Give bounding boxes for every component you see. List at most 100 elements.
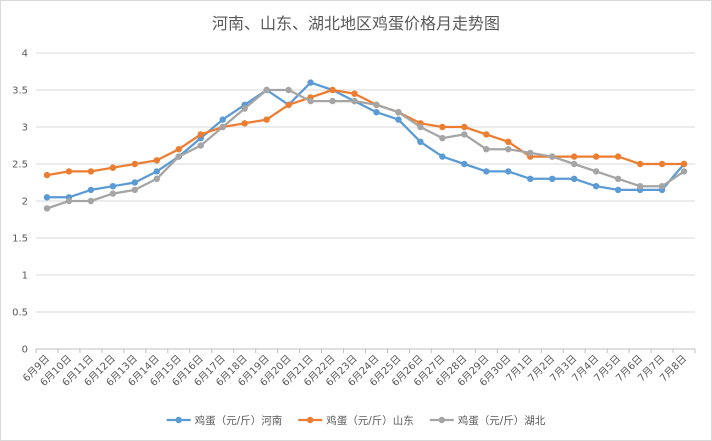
series-2 <box>43 86 688 179</box>
data-point <box>417 138 424 145</box>
data-point <box>43 205 51 212</box>
data-point <box>549 153 556 160</box>
data-point <box>527 149 534 157</box>
data-point <box>505 146 512 153</box>
data-point <box>592 168 600 175</box>
legend-item: 鸡蛋（元/斤）山东 <box>298 414 414 427</box>
data-point <box>549 175 556 182</box>
legend: 鸡蛋（元/斤）河南 鸡蛋（元/斤）山东 鸡蛋（元/斤）湖北 <box>166 414 546 427</box>
data-point <box>483 146 490 153</box>
data-point <box>505 138 512 145</box>
data-point <box>570 153 578 160</box>
data-point <box>219 116 226 123</box>
y-tick-label: 1 <box>22 271 28 282</box>
series-line <box>45 88 686 177</box>
y-tick-label: 0 <box>22 345 28 356</box>
data-point <box>109 164 117 171</box>
y-tick-label: 1.5 <box>12 234 28 245</box>
data-point <box>197 142 204 149</box>
data-point <box>175 146 182 153</box>
data-point <box>219 123 226 131</box>
data-point <box>570 160 578 168</box>
data-point <box>263 116 270 123</box>
series-line <box>45 88 686 210</box>
data-point <box>109 183 117 190</box>
data-point <box>636 183 644 190</box>
data-point <box>680 168 688 175</box>
y-tick-label: 2 <box>22 197 28 208</box>
data-point <box>329 86 336 94</box>
data-point <box>153 168 161 175</box>
data-point <box>109 190 117 197</box>
data-point <box>439 153 446 160</box>
y-tick-label: 3.5 <box>12 86 28 97</box>
data-point <box>680 160 688 168</box>
data-point <box>373 109 380 116</box>
data-point <box>636 160 644 168</box>
data-point <box>65 168 73 175</box>
y-tick-label: 0.5 <box>12 308 28 319</box>
data-point <box>43 171 51 179</box>
data-point <box>153 175 161 182</box>
legend-swatch-marker <box>438 416 445 424</box>
data-point <box>461 160 468 168</box>
data-point <box>241 120 248 127</box>
data-point <box>505 168 512 175</box>
series-1 <box>43 79 688 201</box>
data-point <box>570 175 578 182</box>
legend-item: 鸡蛋（元/斤）河南 <box>166 414 283 427</box>
data-point <box>351 90 358 97</box>
gridlines <box>35 52 696 353</box>
y-tick-label: 2.5 <box>12 160 28 171</box>
data-point <box>439 134 446 142</box>
data-point <box>263 86 270 94</box>
legend-item: 鸡蛋（元/斤）湖北 <box>429 414 546 427</box>
data-point <box>483 131 490 138</box>
data-point <box>614 153 622 160</box>
data-point <box>87 186 95 194</box>
data-point <box>329 97 336 105</box>
data-point <box>241 105 248 112</box>
y-axis-tick-labels: 0 0.5 1 1.5 2 2.5 3 3.5 4 <box>12 49 28 356</box>
legend-swatch-marker <box>307 416 314 424</box>
data-point <box>373 101 380 109</box>
data-point <box>307 79 314 86</box>
data-point <box>351 97 358 105</box>
data-point <box>285 86 292 94</box>
data-point <box>87 168 95 175</box>
data-point <box>65 197 73 205</box>
x-axis-tick-labels: 6月9日6月10日6月11日6月12日6月13日6月14日6月15日6月16日6… <box>20 353 689 389</box>
data-point <box>285 101 292 109</box>
series-lines <box>43 79 688 212</box>
data-point <box>483 168 490 175</box>
data-point <box>175 153 182 160</box>
data-point <box>658 160 666 168</box>
data-point <box>131 160 139 168</box>
data-point <box>417 123 424 131</box>
y-tick-label: 4 <box>22 49 28 60</box>
legend-label: 鸡蛋（元/斤）湖北 <box>458 414 546 427</box>
legend-label: 鸡蛋（元/斤）河南 <box>195 414 283 427</box>
data-point <box>153 157 161 164</box>
data-point <box>527 175 534 182</box>
data-point <box>592 183 600 190</box>
series-3 <box>43 86 688 212</box>
data-point <box>131 186 139 194</box>
data-point <box>439 123 446 131</box>
data-point <box>43 194 51 201</box>
data-point <box>658 183 666 190</box>
data-point <box>395 109 402 116</box>
data-point <box>131 179 139 186</box>
data-point <box>307 97 314 105</box>
data-point <box>395 116 402 123</box>
data-point <box>461 123 468 131</box>
chart-title: 河南、山东、湖北地区鸡蛋价格月走势图 <box>212 14 500 33</box>
legend-swatch-marker <box>175 416 182 424</box>
data-point <box>461 131 468 138</box>
data-point <box>197 131 204 138</box>
series-line <box>45 81 686 199</box>
legend-label: 鸡蛋（元/斤）山东 <box>326 414 414 427</box>
data-point <box>614 175 622 182</box>
